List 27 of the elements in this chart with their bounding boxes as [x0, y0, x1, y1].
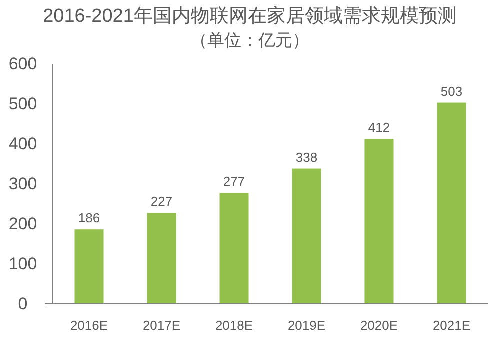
bar: [292, 168, 322, 304]
x-tick-label: 2020E: [360, 318, 398, 333]
y-tick-label: 500: [8, 94, 38, 114]
bar: [147, 213, 176, 304]
bar: [220, 193, 249, 304]
y-tick-label: 200: [8, 214, 38, 234]
bar: [74, 230, 104, 304]
data-label: 338: [296, 150, 318, 165]
x-tick-label: 2018E: [215, 318, 254, 333]
y-tick-label: 400: [8, 134, 38, 154]
x-tick-label: 2016E: [70, 318, 108, 333]
data-label: 412: [368, 120, 390, 136]
y-tick-label: 300: [8, 174, 38, 194]
y-tick-label: 0: [18, 294, 28, 314]
chart-title: 2016-2021年国内物联网在家居领域需求规模预测: [43, 5, 457, 27]
data-label: 227: [150, 194, 173, 210]
bar: [437, 102, 466, 304]
chart-subtitle: （单位：亿元）: [190, 31, 310, 50]
y-tick-label: 100: [8, 254, 38, 274]
bar: [364, 139, 394, 304]
x-tick-label: 2021E: [432, 318, 471, 333]
data-label: 186: [78, 210, 100, 226]
y-tick-label: 600: [8, 54, 38, 74]
data-label: 503: [440, 84, 463, 99]
data-label: 277: [223, 174, 246, 190]
x-tick-label: 2019E: [288, 318, 326, 333]
x-tick-label: 2017E: [142, 318, 181, 333]
